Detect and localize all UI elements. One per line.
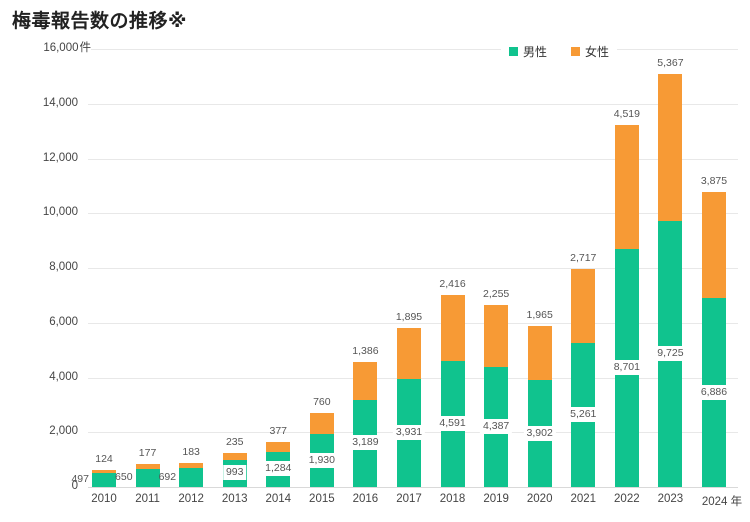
female-bar-segment [92,470,116,474]
x-tick-label: 2020 [526,493,553,505]
x-tick-label: 2021 [570,493,597,505]
male-value-label: 692 [158,470,177,483]
female-value-label: 3,875 [700,175,728,188]
female-bar-segment [701,192,726,299]
x-tick-label: 2024 年 [701,496,743,508]
y-tick-label: 6,000 [0,314,78,330]
y-tick-label: 12,000 [0,150,78,166]
male-bar-segment [92,473,116,487]
y-axis-unit: 件 [79,42,92,54]
female-bar-segment [484,305,509,367]
female-value-label: 2,255 [482,288,510,301]
female-value-label: 235 [225,436,244,449]
legend: 男性 女性 [501,41,618,62]
x-tick-label: 2011 [135,493,160,505]
y-tick-label: 0 [0,479,78,494]
y-tick-label: 4,000 [0,369,78,385]
female-value-label: 1,386 [352,344,379,357]
y-tick-label: 16,000件 [0,41,91,56]
female-value-label: 377 [269,424,288,437]
female-bar-segment [658,73,683,221]
male-value-label: 1,284 [262,461,295,477]
male-bar-segment [135,469,160,487]
male-value-label: 6,886 [697,384,731,400]
female-bar-segment [309,413,334,435]
x-tick-label: 2016 [352,493,379,505]
chart-title: 梅毒報告数の推移※ [12,11,187,32]
female-bar-segment [440,295,465,362]
x-tick-label: 2012 [178,493,204,505]
male-value-label: 4,591 [436,416,469,432]
male-series-swatch-icon [509,47,518,56]
gridline [88,49,738,50]
female-bar-segment [571,268,596,343]
gridline [88,487,738,488]
x-tick-label: 2018 [439,493,466,505]
female-value-label: 1,965 [526,309,553,322]
female-bar-segment [614,125,639,249]
female-bar-segment [353,361,378,400]
female-bar-segment [266,441,291,452]
female-bar-segment [222,453,247,460]
male-value-label: 497 [71,473,89,486]
female-value-label: 2,717 [570,251,597,264]
x-tick-label: 2010 [91,493,117,505]
gridline [88,158,738,160]
x-tick-label: 2014 [265,493,292,505]
legend-male-label: 男性 [523,45,548,59]
male-value-label: 1,930 [305,452,338,468]
male-value-label: 650 [115,471,133,484]
male-value-label: 8,701 [610,359,643,375]
gridline [88,322,738,324]
female-bar-segment [396,327,421,380]
female-value-label: 2,416 [439,278,466,291]
x-tick-label: 2019 [483,493,509,505]
female-value-label: 5,367 [657,56,684,69]
female-value-label: 177 [138,447,157,460]
male-value-label: 9,725 [654,345,687,361]
female-value-label: 183 [182,446,200,459]
female-value-label: 1,895 [395,310,423,323]
gridline [88,268,738,269]
gridline [88,103,738,105]
y-tick-label: 10,000 [0,205,78,221]
male-value-label: 3,902 [523,425,556,441]
male-value-label: 993 [222,465,247,481]
female-value-label: 124 [95,453,113,465]
female-value-label: 760 [313,396,331,409]
male-bar-segment [179,468,204,487]
x-tick-label: 2013 [221,493,248,505]
male-value-label: 3,931 [392,425,426,441]
female-bar-segment [135,464,160,470]
y-tick-label: 14,000 [0,95,78,111]
female-series-swatch-icon [571,47,581,56]
y-tick-label: 2,000 [0,424,78,440]
x-tick-label: 2023 [657,493,684,505]
x-tick-label: 2022 [614,493,640,505]
female-value-label: 4,519 [613,108,640,121]
legend-item-male: 男性 [509,43,547,60]
x-tick-label: 2017 [396,493,422,505]
x-tick-label: 2015 [309,493,335,505]
male-value-label: 5,261 [567,406,600,422]
female-bar-segment [179,463,204,469]
legend-female-label: 女性 [585,45,610,59]
male-value-label: 3,189 [349,435,382,451]
legend-item-female: 女性 [571,43,609,60]
female-bar-segment [527,326,552,381]
male-value-label: 4,387 [479,418,513,434]
y-tick-label: 8,000 [0,260,78,275]
gridline [88,213,738,215]
